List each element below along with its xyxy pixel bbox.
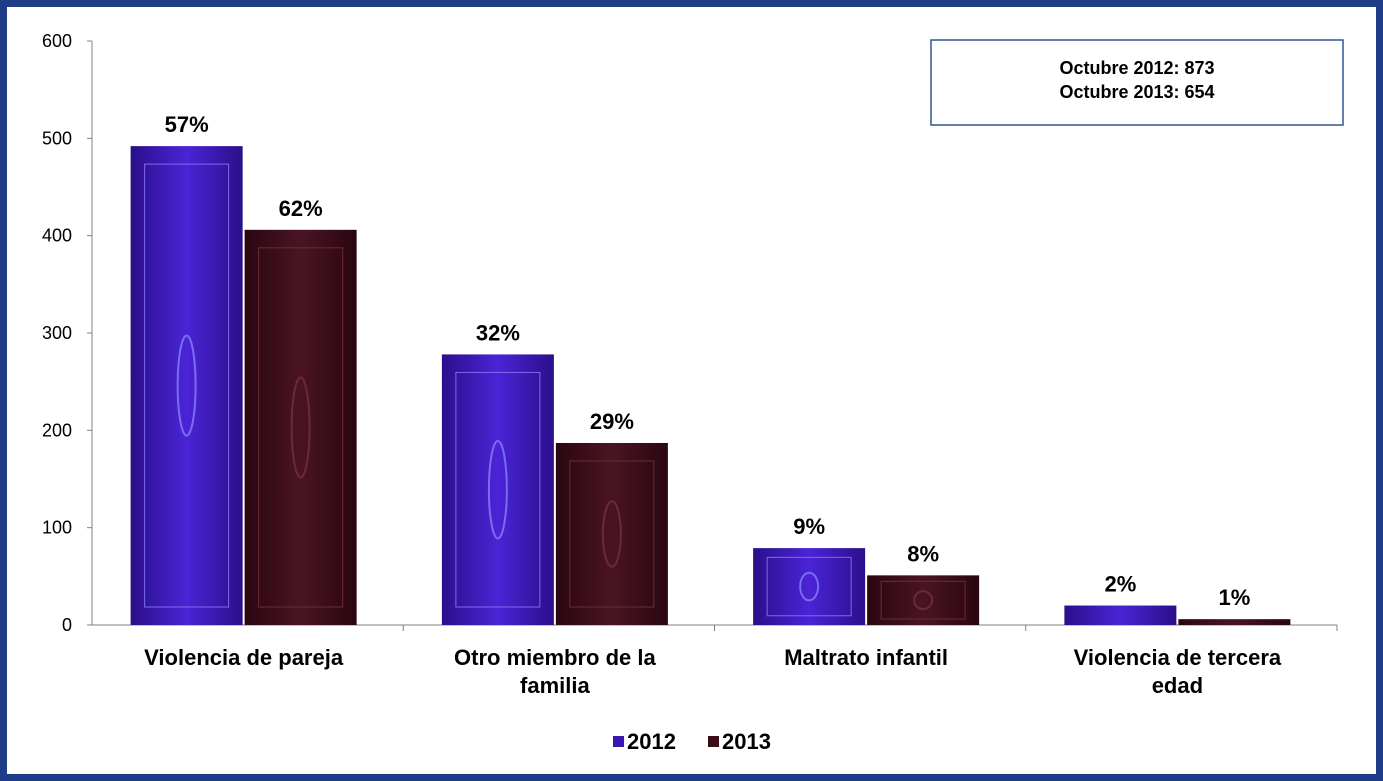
y-tick-label: 500 xyxy=(42,128,72,148)
y-tick-label: 600 xyxy=(42,31,72,51)
bar-chart: 0 100 200 300 400 500 600 57% 62% Violencia de p… xyxy=(42,31,1344,754)
bar-decoration xyxy=(569,460,655,608)
x-category-label: Otro miembro de la xyxy=(454,645,656,670)
bar-decoration xyxy=(176,334,197,437)
bar-decoration xyxy=(766,556,852,617)
legend-swatch-2012 xyxy=(613,736,624,747)
bar-decoration xyxy=(290,376,311,479)
data-label: 57% xyxy=(165,112,209,137)
y-tick-label: 0 xyxy=(62,615,72,635)
x-category-label: Violencia de pareja xyxy=(144,645,344,670)
bar-decoration xyxy=(880,580,966,620)
x-category-label: Violencia de tercera xyxy=(1074,645,1282,670)
bar-decoration xyxy=(258,247,344,608)
data-label: 62% xyxy=(279,196,323,221)
annotation-line-1: Octubre 2012: 873 xyxy=(1059,58,1214,78)
bar-decoration xyxy=(144,163,230,608)
legend-swatch-2013 xyxy=(708,736,719,747)
bar-decoration xyxy=(487,440,508,540)
bar-2013-3 xyxy=(1178,619,1291,625)
legend-label-2013: 2013 xyxy=(722,729,771,754)
annotation-line-2: Octubre 2013: 654 xyxy=(1059,82,1214,102)
bar-2012-2 xyxy=(753,548,866,625)
bar-decoration xyxy=(913,590,934,611)
data-label: 8% xyxy=(907,541,939,566)
annotation-box: Octubre 2012: 873 Octubre 2013: 654 xyxy=(930,39,1344,126)
data-label: 1% xyxy=(1218,585,1250,610)
bar-2012-1 xyxy=(441,354,554,625)
bar-2012-0 xyxy=(130,146,243,625)
data-label: 2% xyxy=(1104,572,1136,597)
x-category-label: edad xyxy=(1152,673,1203,698)
data-label: 32% xyxy=(476,320,520,345)
y-tick-label: 200 xyxy=(42,420,72,440)
bar-decoration xyxy=(601,500,622,568)
x-category-label: Maltrato infantil xyxy=(784,645,948,670)
bar-2013-1 xyxy=(555,442,668,625)
legend: 2012 2013 xyxy=(613,729,771,754)
bar-decoration xyxy=(455,371,541,608)
legend-label-2012: 2012 xyxy=(627,729,676,754)
y-tick-label: 400 xyxy=(42,226,72,246)
data-label: 29% xyxy=(590,409,634,434)
bar-decoration xyxy=(799,571,820,602)
y-tick-label: 100 xyxy=(42,518,72,538)
chart-frame: 0 100 200 300 400 500 600 57% 62% Violencia de p… xyxy=(7,7,1376,774)
data-label: 9% xyxy=(793,514,825,539)
x-category-label: familia xyxy=(520,673,590,698)
bar-2013-2 xyxy=(867,575,980,625)
y-tick-label: 300 xyxy=(42,323,72,343)
bar-2012-3 xyxy=(1064,605,1177,625)
bar-2013-0 xyxy=(244,229,357,625)
